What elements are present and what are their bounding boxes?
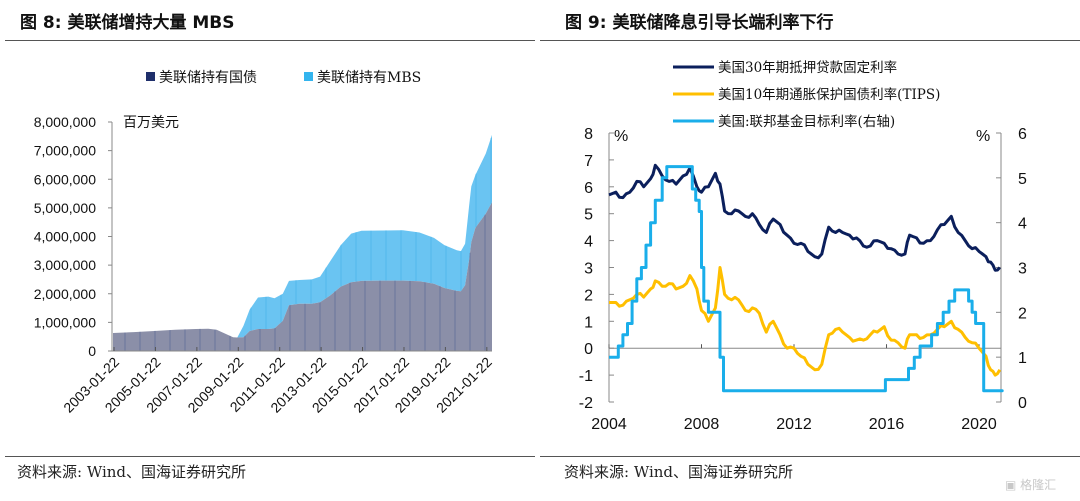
legend-label-tips: 美国10年期通胀保护国债利率(TIPS) [718,86,940,103]
left-figure-title: 图 8: 美联储增持大量 MBS [20,13,235,33]
legend-swatch-mbs [304,72,313,81]
right-source-note: 资料来源: Wind、国海证券研究所 [564,463,794,481]
x-tick-label: 2020 [961,416,997,433]
series-line-2 [609,165,1004,393]
right-source-rule [540,456,1080,457]
mbs-holdings-chart: 美联储持有国债 美联储持有MBS 百万美元 0 1,000,000 2,000,00… [34,70,495,416]
chart2-lines [608,163,1004,393]
left-y-tick-label: 8 [584,126,593,143]
watermark-icon: ▣ [1005,478,1017,492]
right-y-tick-label: 6 [1018,126,1027,143]
left-y-tick-label: 3 [584,261,593,278]
x-tick-label: 2004 [591,416,627,433]
left-y-tick-label: 7 [584,153,593,170]
left-y-tick-label: -1 [579,368,593,385]
series-line-1 [609,266,1002,377]
y-tick-label: 5,000,000 [34,200,96,216]
y-tick-label: 7,000,000 [34,143,96,159]
left-title-rule [5,40,535,41]
right-y-tick-label: 4 [1018,216,1027,233]
chart1-areas [113,134,492,351]
right-axis-unit: % [976,128,990,145]
left-y-tick-label: 1 [584,314,593,331]
chart2-axes: 8 7 6 5 4 3 2 1 0 -1 -2 6 5 4 3 2 1 0 2004 2008 2012 2016 2020 [579,126,1027,433]
x-tick-label: 2012 [776,416,812,433]
watermark-text: 格隆汇 [1020,478,1057,492]
series-line-0 [608,163,1001,272]
left-source-rule [5,456,535,457]
y-tick-label: 6,000,000 [34,171,96,187]
left-source-note: 资料来源: Wind、国海证券研究所 [17,463,247,481]
right-y-tick-label: 3 [1018,261,1027,278]
legend-label-mbs: 美联储持有MBS [317,70,421,86]
watermark-logo: ▣ 格隆汇 [1005,476,1056,493]
y-tick-label: 8,000,000 [34,114,96,130]
x-tick-label: 2008 [684,416,720,433]
left-y-tick-label: 6 [584,180,593,197]
right-y-tick-label: 1 [1018,350,1027,367]
y-tick-label: 2,000,000 [34,286,96,302]
left-y-tick-label: -2 [579,395,593,412]
left-y-tick-label: 2 [584,287,593,304]
y-tick-label: 3,000,000 [34,257,96,273]
chart2-legend: 美国30年期抵押贷款固定利率 美国10年期通胀保护国债利率(TIPS) 美国:联… [673,59,940,130]
x-tick-label: 2016 [869,416,905,433]
chart1-legend: 美联储持有国债 美联储持有MBS [146,70,421,86]
left-y-tick-label: 4 [584,234,593,251]
y-tick-label: 1,000,000 [34,314,96,330]
unit-label: 百万美元 [123,115,179,131]
area-treasury [113,202,492,351]
y-tick-label: 4,000,000 [34,229,96,245]
left-axis-unit: % [614,128,628,145]
left-y-tick-label: 5 [584,207,593,224]
legend-label-mortgage: 美国30年期抵押贷款固定利率 [718,59,897,76]
y-tick-label: 0 [88,343,96,359]
legend-label-treasury: 美联储持有国债 [159,70,257,86]
right-y-tick-label: 0 [1018,395,1027,412]
right-figure-title: 图 9: 美联储降息引导长端利率下行 [565,13,834,33]
right-title-rule [540,40,1080,41]
left-y-tick-label: 0 [584,341,593,358]
right-y-tick-label: 5 [1018,171,1027,188]
legend-swatch-treasury [146,72,155,81]
right-y-tick-label: 2 [1018,305,1027,322]
legend-label-fedfunds: 美国:联邦基金目标利率(右轴) [718,113,895,130]
